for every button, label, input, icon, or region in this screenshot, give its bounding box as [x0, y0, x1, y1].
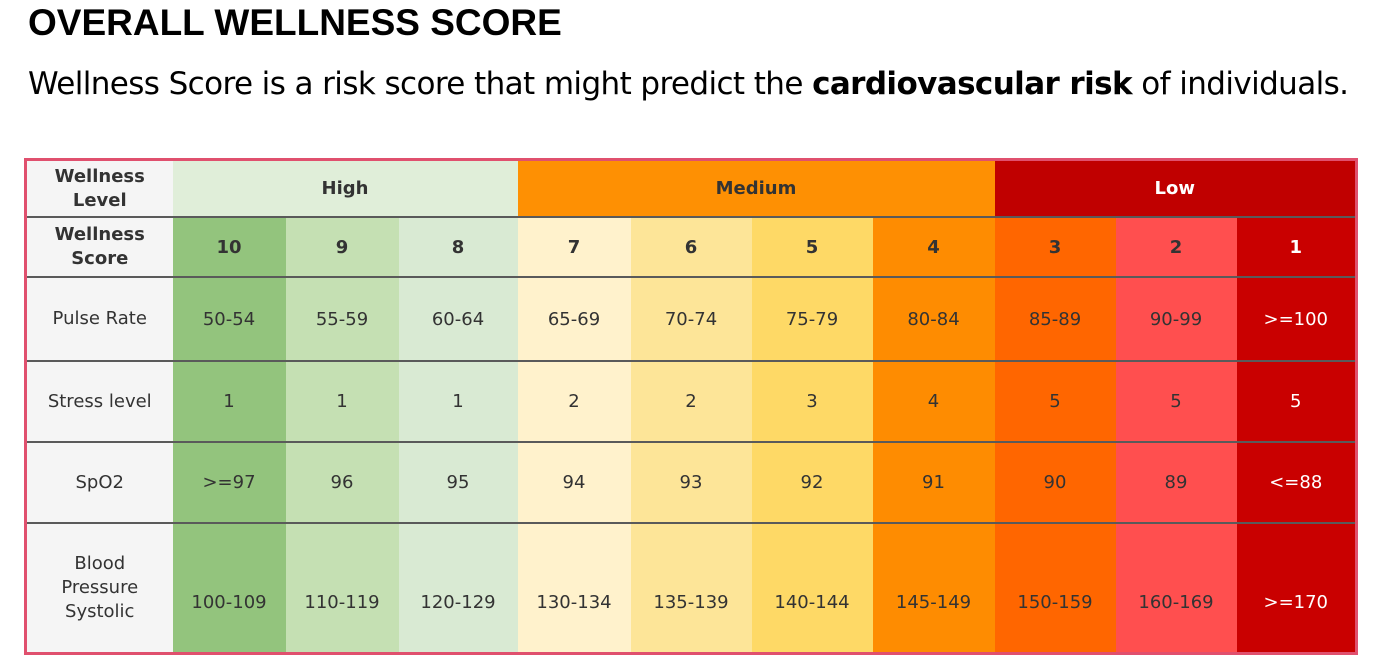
level-low: Low [994, 159, 1357, 218]
score-cell: 6 [630, 217, 752, 278]
spo2-cell: 92 [751, 442, 873, 524]
pulse-rate-cell: 70-74 [630, 277, 752, 362]
stress-level-cell: 2 [630, 361, 752, 443]
spo2-cell: <=88 [1236, 442, 1357, 524]
pulse-rate-cell: 55-59 [285, 277, 399, 362]
spo2-cell: 96 [285, 442, 399, 524]
blood-pressure-cell: 160-169 [1115, 523, 1237, 654]
stress-level-cell: 1 [172, 361, 286, 443]
subtitle-text-start: Wellness Score is a risk score that migh… [28, 66, 813, 102]
wellness-score-table: Wellness Level High Medium Low Wellness … [24, 158, 1358, 655]
stress-level-cell: 2 [517, 361, 631, 443]
blood-pressure-cell: 135-139 [630, 523, 752, 654]
score-cell: 1 [1236, 217, 1357, 278]
pulse-rate-cell: 75-79 [751, 277, 873, 362]
pulse-rate-cell: 65-69 [517, 277, 631, 362]
score-cell: 3 [994, 217, 1116, 278]
page-subtitle: Wellness Score is a risk score that migh… [28, 66, 1349, 102]
stress-level-cell: 1 [285, 361, 399, 443]
level-high: High [172, 159, 518, 218]
subtitle-text-end: of individuals. [1132, 66, 1349, 102]
spo2-cell: >=97 [172, 442, 286, 524]
row-header-blood-pressure: Blood Pressure Systolic [25, 523, 173, 654]
blood-pressure-cell: 145-149 [872, 523, 995, 654]
row-header-stress-level: Stress level [25, 361, 173, 443]
score-cell: 10 [172, 217, 286, 278]
spo2-cell: 90 [994, 442, 1116, 524]
pulse-rate-cell: 80-84 [872, 277, 995, 362]
spo2-cell: 94 [517, 442, 631, 524]
spo2-cell: 89 [1115, 442, 1237, 524]
pulse-rate-cell: >=100 [1236, 277, 1357, 362]
blood-pressure-cell: 120-129 [398, 523, 518, 654]
stress-level-cell: 5 [1115, 361, 1237, 443]
stress-level-cell: 5 [1236, 361, 1357, 443]
pulse-rate-cell: 50-54 [172, 277, 286, 362]
blood-pressure-cell: 140-144 [751, 523, 873, 654]
blood-pressure-cell: 150-159 [994, 523, 1116, 654]
spo2-row: SpO2 >=97 96 95 94 93 92 91 90 89 <=88 [25, 442, 1357, 524]
spo2-cell: 91 [872, 442, 995, 524]
row-header-pulse-rate: Pulse Rate [25, 277, 173, 362]
stress-level-row: Stress level 1 1 1 2 2 3 4 5 5 5 [25, 361, 1357, 443]
row-header-spo2: SpO2 [25, 442, 173, 524]
subtitle-emphasis: cardiovascular risk [812, 66, 1133, 102]
pulse-rate-cell: 60-64 [398, 277, 518, 362]
spo2-cell: 95 [398, 442, 518, 524]
stress-level-cell: 5 [994, 361, 1116, 443]
blood-pressure-row: Blood Pressure Systolic 100-109 110-119 … [25, 523, 1357, 654]
row-header-wellness-score: Wellness Score [25, 217, 173, 278]
wellness-level-row: Wellness Level High Medium Low [25, 159, 1357, 218]
level-medium: Medium [517, 159, 995, 218]
stress-level-cell: 4 [872, 361, 995, 443]
stress-level-cell: 1 [398, 361, 518, 443]
blood-pressure-cell: 100-109 [172, 523, 286, 654]
score-cell: 5 [751, 217, 873, 278]
blood-pressure-cell: >=170 [1236, 523, 1357, 654]
pulse-rate-row: Pulse Rate 50-54 55-59 60-64 65-69 70-74… [25, 277, 1357, 362]
score-cell: 2 [1115, 217, 1237, 278]
score-cell: 4 [872, 217, 995, 278]
score-cell: 7 [517, 217, 631, 278]
blood-pressure-cell: 110-119 [285, 523, 399, 654]
pulse-rate-cell: 85-89 [994, 277, 1116, 362]
pulse-rate-cell: 90-99 [1115, 277, 1237, 362]
stress-level-cell: 3 [751, 361, 873, 443]
row-header-wellness-level: Wellness Level [25, 159, 173, 218]
blood-pressure-cell: 130-134 [517, 523, 631, 654]
page-title: OVERALL WELLNESS SCORE [28, 2, 562, 43]
score-cell: 9 [285, 217, 399, 278]
score-cell: 8 [398, 217, 518, 278]
spo2-cell: 93 [630, 442, 752, 524]
wellness-score-row: Wellness Score 10 9 8 7 6 5 4 3 2 1 [25, 217, 1357, 278]
